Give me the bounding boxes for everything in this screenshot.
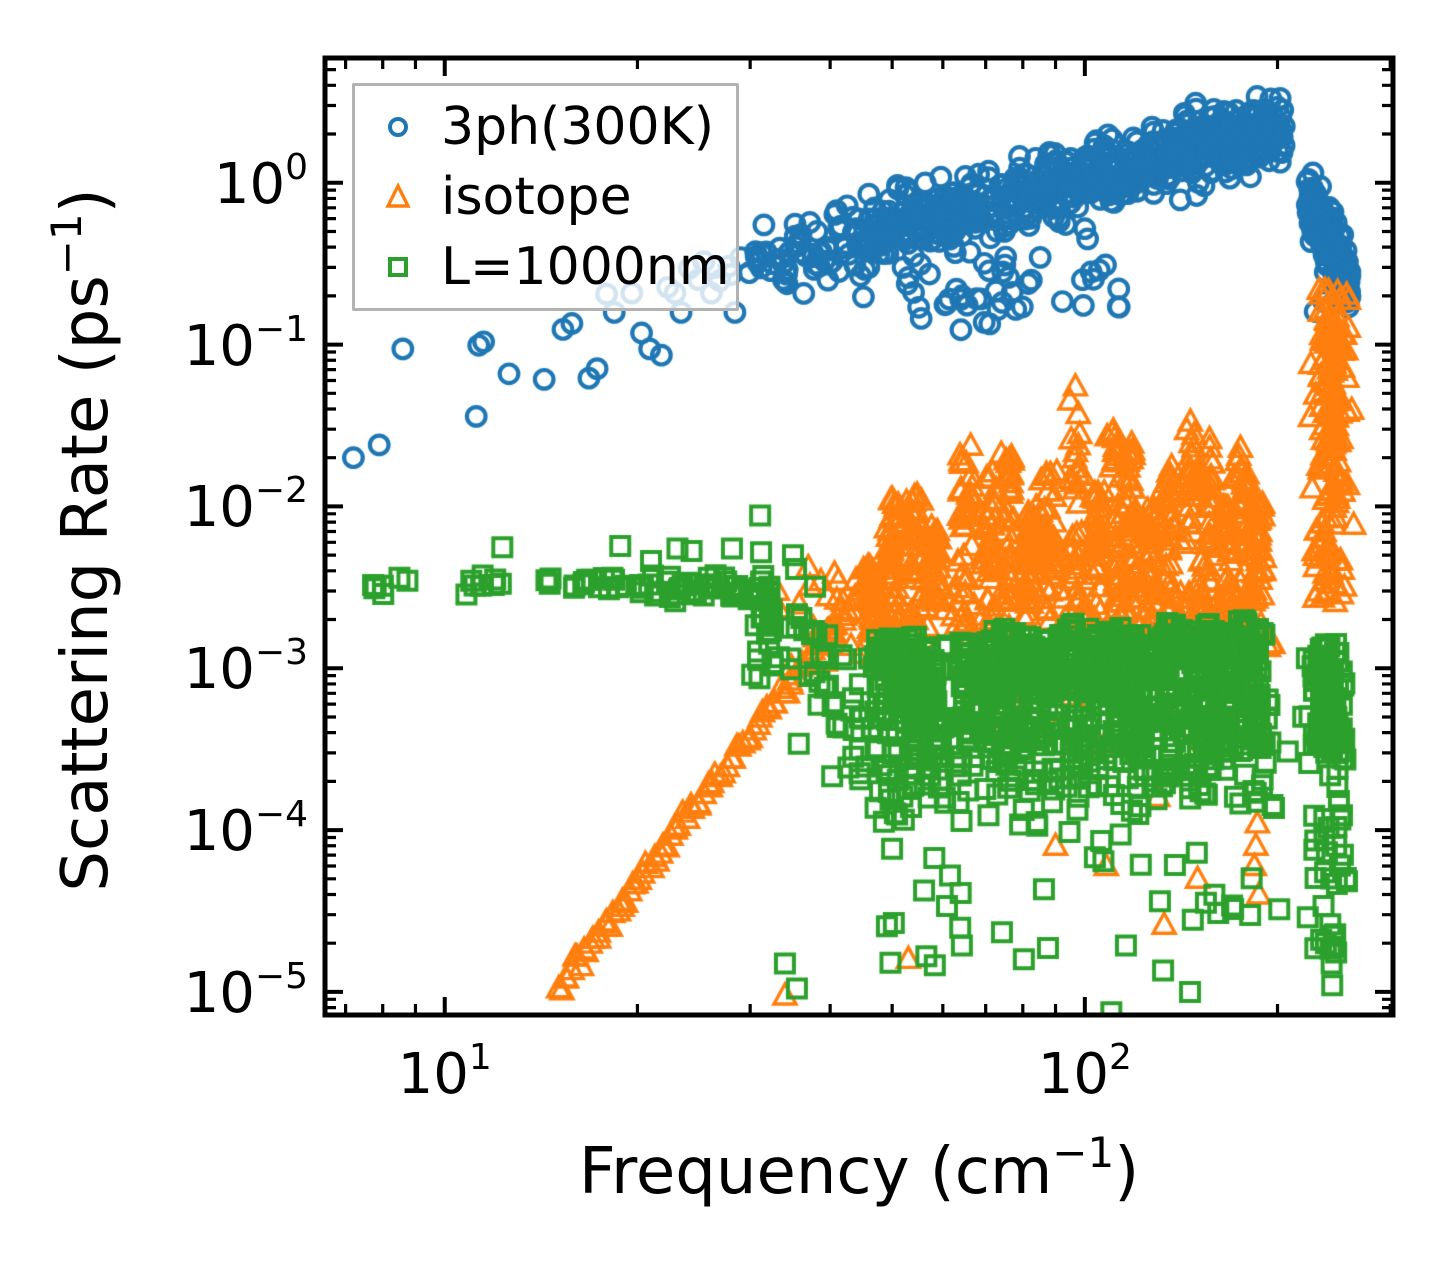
legend-marker-square-icon — [355, 252, 441, 282]
x-tick-label: 102 — [1037, 1037, 1132, 1107]
legend-entry-boundary: L=1000nm — [355, 234, 736, 301]
legend-marker-circle-icon — [355, 112, 441, 142]
y-tick-label: 10−5 — [183, 956, 308, 1027]
y-tick-label: 10−4 — [183, 794, 308, 865]
legend-entry-3ph: 3ph(300K) — [355, 94, 736, 161]
legend: 3ph(300K) isotope L=1000nm — [352, 83, 739, 311]
legend-label: L=1000nm — [441, 237, 730, 297]
x-tick-label: 101 — [397, 1037, 492, 1107]
y-axis-title: Scattering Rate (ps−1) — [42, 188, 123, 892]
x-axis-title: Frequency (cm−1) — [578, 1128, 1140, 1209]
legend-entry-isotope: isotope — [355, 164, 736, 231]
y-tick-label: 10−1 — [183, 308, 308, 379]
axis-ticks — [325, 58, 1393, 1015]
plot-border — [322, 55, 1396, 1018]
legend-marker-triangle-icon — [355, 182, 441, 212]
legend-label: isotope — [441, 167, 632, 227]
y-tick-label: 10−2 — [183, 470, 308, 541]
legend-label: 3ph(300K) — [441, 97, 714, 157]
y-tick-label: 10−3 — [183, 632, 308, 703]
x-axis-title-sup: −1 — [1052, 1128, 1115, 1177]
y-axis-title-sup: −1 — [42, 213, 91, 276]
y-tick-label: 100 — [213, 146, 308, 217]
axis-ticks — [325, 58, 1393, 1015]
